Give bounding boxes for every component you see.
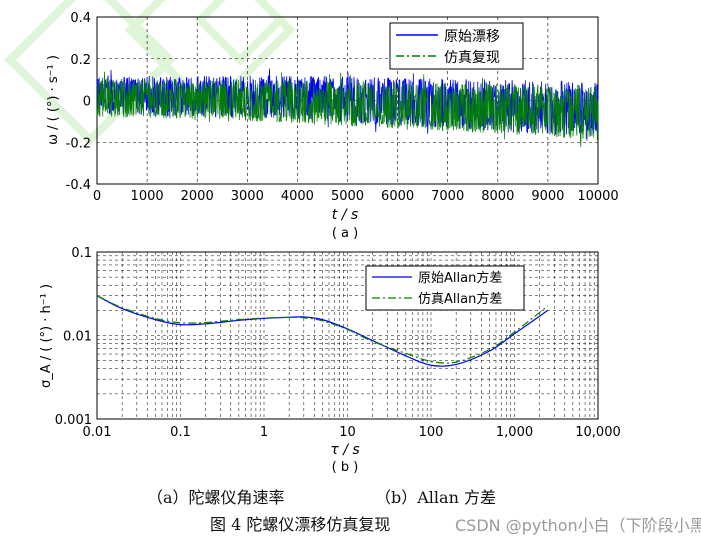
b-x-tick-label: 100 <box>419 425 444 440</box>
b-series-line-2 <box>96 295 549 364</box>
a-y-tick-label: -0.2 <box>66 136 91 151</box>
b-x-tick-label: 0.1 <box>170 425 191 440</box>
a-y-tick-label: -0.4 <box>66 178 91 193</box>
a-x-tick-label: 9000 <box>531 189 564 204</box>
panel-a-x-tick-labels: 0 1000 2000 3000 4000 5000 6000 7000 8000 9000 100… <box>93 189 619 204</box>
panel-a-y-label: ω / ( (°) · s⁻¹ ) <box>46 55 61 145</box>
panel-b-x-label: τ / s <box>330 442 359 458</box>
b-y-tick-label: 0.01 <box>63 330 92 345</box>
a-x-tick-label: 0 <box>93 189 101 204</box>
a-x-tick-label: 3000 <box>231 189 264 204</box>
panel-a-grid <box>97 17 598 184</box>
panel-a-x-label: t / s <box>332 207 358 223</box>
subcaption-b: （b）Allan 方差 <box>375 488 496 507</box>
b-x-tick-label: 1,000 <box>496 425 533 440</box>
watermark-text: CSDN @python小白（下阶段小黑） <box>455 516 701 535</box>
panel-b-plot-area <box>96 295 549 367</box>
b-y-tick-label: 0.1 <box>71 246 92 261</box>
a-x-tick-label: 2000 <box>181 189 214 204</box>
a-x-tick-label: 7000 <box>431 189 464 204</box>
a-x-tick-label: 8000 <box>481 189 514 204</box>
b-x-tick-label: 0.01 <box>83 425 112 440</box>
b-x-tick-label: 10,000 <box>575 425 621 440</box>
panel-a-legend: 原始漂移 仿真复现 <box>389 22 524 70</box>
b-x-tick-label: 1 <box>260 425 268 440</box>
b-series-line-1 <box>96 295 549 367</box>
a-x-tick-label: 1000 <box>131 189 164 204</box>
b-y-tick-label: 0.001 <box>55 413 92 428</box>
panel-b-grid <box>97 252 598 419</box>
b-x-tick-label: 10 <box>339 425 356 440</box>
a-y-tick-label: 0 <box>83 95 91 110</box>
a-x-tick-label: 4000 <box>281 189 314 204</box>
panel-a-plot-area <box>96 68 599 148</box>
a-y-tick-label: 0.4 <box>70 11 91 26</box>
figure-caption: 图 4 陀螺仪漂移仿真复现 <box>210 515 391 534</box>
a-y-tick-label: 0.2 <box>70 53 91 68</box>
subcaption-a: （a）陀螺仪角速率 <box>147 488 285 507</box>
panel-a-y-tick-labels: -0.4 -0.2 0 0.2 0.4 <box>66 11 91 193</box>
legend-b-label-1: 原始Allan方差 <box>418 270 502 286</box>
panel-a: 0 1000 2000 3000 4000 5000 6000 7000 8000 9000 100… <box>46 11 619 241</box>
panel-a-label: ( a ) <box>332 226 358 241</box>
panel-b-label: ( b ) <box>332 460 359 475</box>
panel-b-y-tick-labels: 0.001 0.01 0.1 <box>55 246 92 428</box>
a-series-line-2 <box>96 71 599 148</box>
panel-b-x-tick-labels: 0.01 0.1 1 10 100 1,000 10,000 <box>83 425 621 440</box>
a-x-tick-label: 10000 <box>577 189 618 204</box>
panel-b-y-label: σ_A / ( (°) · h⁻¹ ) <box>39 284 54 388</box>
a-x-tick-label: 5000 <box>331 189 364 204</box>
panel-b-legend: 原始Allan方差 仿真Allan方差 <box>365 265 525 311</box>
legend-a-label-2: 仿真复现 <box>444 49 500 66</box>
legend-b-label-2: 仿真Allan方差 <box>418 291 502 307</box>
a-x-tick-label: 6000 <box>381 189 414 204</box>
legend-a-label-1: 原始漂移 <box>444 29 500 45</box>
